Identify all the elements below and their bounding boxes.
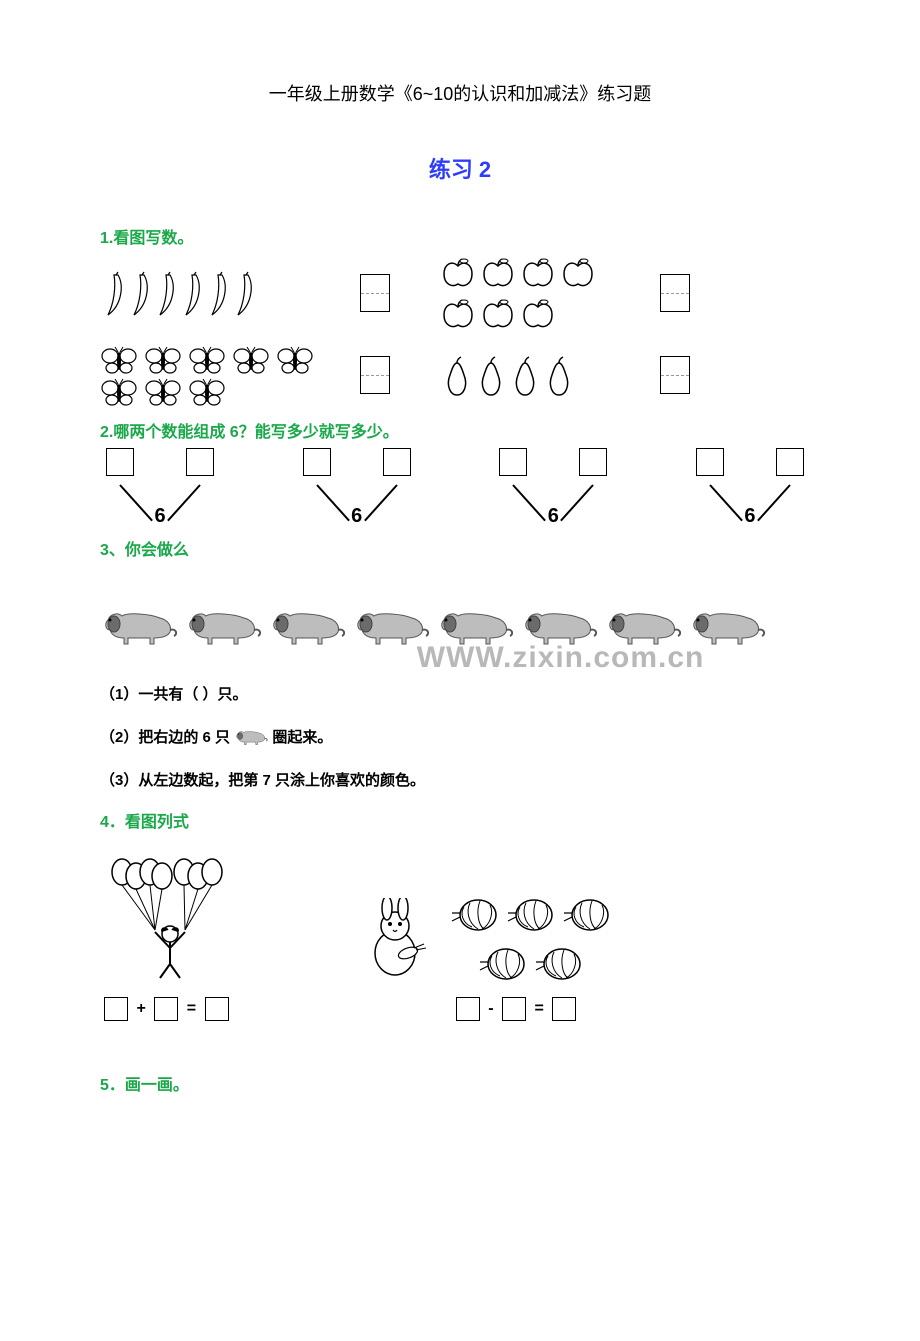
number-bond: 6 [493,448,613,528]
q1-bananas-answer-box[interactable] [360,274,390,312]
page-header: 一年级上册数学《6~10的认识和加减法》练习题 [100,80,820,106]
q1-apples-answer-box[interactable] [660,274,690,312]
bond-box[interactable] [383,448,411,476]
dog-icon [184,600,262,653]
exercise-title: 练习 2 [100,152,820,184]
q3-line3: （3）从左边数起，把第 7 只涂上你喜欢的颜色。 [100,769,820,790]
eq-box[interactable] [552,997,576,1021]
q4-right-equation: - = [420,997,612,1021]
q4-heading: 4．看图列式 [100,808,820,832]
cabbage-icon [478,942,528,987]
q2-heading: 2.哪两个数能组成 6？能写多少就写多少。 [100,418,820,442]
number-bond: 6 [297,448,417,528]
q1-butterflies [100,346,330,408]
cabbage-icon [534,942,584,987]
number-bond: 6 [690,448,810,528]
cabbage-icon [506,893,556,938]
cabbage-icon [562,893,612,938]
bond-box[interactable] [106,448,134,476]
plus-sign: + [136,1000,145,1017]
number-bond: 6 [100,448,220,528]
bond-number: 6 [297,505,417,528]
q3-line2-b: 圈起来。 [272,729,332,746]
bond-number: 6 [100,505,220,528]
q1-butterflies-answer-box[interactable] [360,356,390,394]
watermark-text: WWW.zixin.com.cn [417,641,705,674]
bond-box[interactable] [696,448,724,476]
q4-right: - = [360,893,612,1021]
q3-line1: （1）一共有（ ）只。 [100,686,248,703]
dog-icon [234,725,268,751]
q4-left: + = [100,852,240,1021]
minus-sign: - [488,1000,493,1017]
q1-pears [440,355,660,399]
eq-box[interactable] [205,997,229,1021]
eq-box[interactable] [456,997,480,1021]
q3-questions: （1）一共有（ ）只。 WWW.zixin.com.cn （2）把右边的 6 只… [100,673,820,790]
q1-pears-answer-box[interactable] [660,356,690,394]
bond-box[interactable] [579,448,607,476]
q1-bananas [100,271,360,319]
q4-content: + = - = [100,852,820,1021]
cabbage-icon [450,893,500,938]
bond-box[interactable] [303,448,331,476]
q5-heading: 5．画一画。 [100,1071,820,1095]
bond-box[interactable] [186,448,214,476]
q4-left-equation: + = [100,997,240,1021]
equals-sign: = [187,1000,196,1017]
q1-grid [100,254,820,408]
rabbit-icon [360,898,430,983]
q1-heading: 1.看图写数。 [100,224,820,248]
rabbit-cabbage-figure [360,893,612,987]
q3-line2: （2）把右边的 6 只 圈起来。 [100,725,820,751]
q3-heading: 3、你会做么 [100,536,820,560]
eq-box[interactable] [502,997,526,1021]
q1-apples [440,254,610,336]
bond-box[interactable] [776,448,804,476]
eq-box[interactable] [154,997,178,1021]
q3-line2-a: （2）把右边的 6 只 [100,729,234,746]
equals-sign: = [534,1000,543,1017]
eq-box[interactable] [104,997,128,1021]
balloon-figure [100,852,240,987]
bond-number: 6 [690,505,810,528]
dog-icon [100,600,178,653]
q2-bonds: 6 6 6 6 [100,448,820,528]
dog-icon [268,600,346,653]
bond-number: 6 [493,505,613,528]
bond-box[interactable] [499,448,527,476]
